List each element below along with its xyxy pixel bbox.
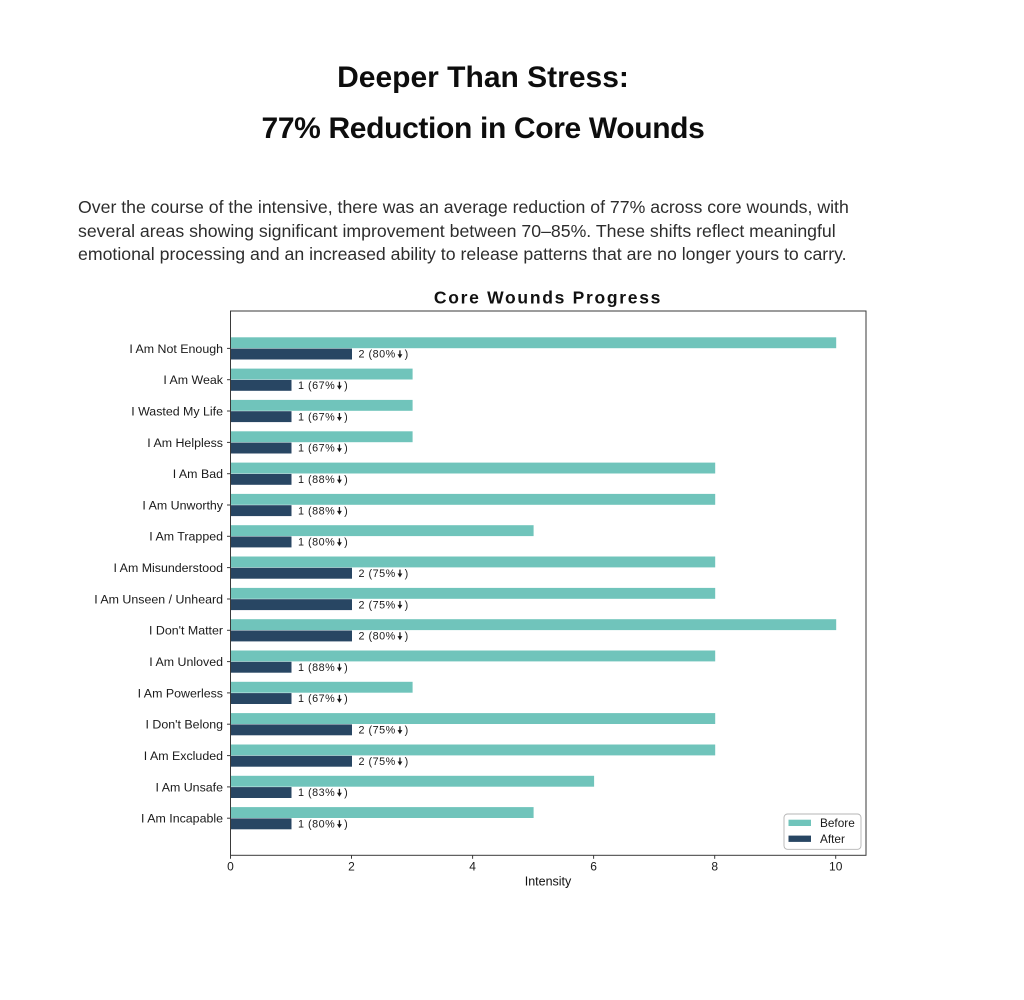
svg-text:I Am Unseen / Unheard: I Am Unseen / Unheard (94, 592, 223, 606)
svg-text:1 (80%: 1 (80% (298, 819, 335, 831)
svg-text:): ) (405, 756, 409, 768)
svg-text:1 (67%: 1 (67% (298, 380, 335, 392)
svg-text:I Am Unworthy: I Am Unworthy (142, 498, 223, 512)
svg-text:1 (67%: 1 (67% (298, 443, 335, 455)
svg-text:1 (88%: 1 (88% (298, 662, 335, 674)
svg-text:1 (67%: 1 (67% (298, 411, 335, 423)
svg-text:2 (75%: 2 (75% (359, 725, 396, 737)
svg-text:6: 6 (590, 860, 597, 874)
svg-text:): ) (344, 537, 348, 549)
svg-text:I Am Trapped: I Am Trapped (149, 530, 223, 544)
svg-text:I Am Unsafe: I Am Unsafe (156, 780, 224, 794)
svg-text:I Am Excluded: I Am Excluded (144, 749, 223, 763)
svg-text:): ) (344, 411, 348, 423)
svg-text:): ) (344, 443, 348, 455)
svg-text:): ) (405, 349, 409, 361)
svg-text:I Don't Belong: I Don't Belong (146, 718, 224, 732)
svg-text:I Am Misunderstood: I Am Misunderstood (113, 561, 223, 575)
svg-text:2 (80%: 2 (80% (359, 349, 396, 361)
svg-text:2 (75%: 2 (75% (359, 599, 396, 611)
svg-text:I Am Bad: I Am Bad (173, 467, 223, 481)
svg-text:I Don't Matter: I Don't Matter (149, 624, 223, 638)
svg-text:): ) (405, 631, 409, 643)
svg-text:): ) (405, 568, 409, 580)
svg-text:Before: Before (820, 816, 855, 830)
svg-text:1 (80%: 1 (80% (298, 537, 335, 549)
svg-text:1 (67%: 1 (67% (298, 693, 335, 705)
svg-text:2 (75%: 2 (75% (359, 756, 396, 768)
svg-text:): ) (344, 819, 348, 831)
svg-text:): ) (344, 474, 348, 486)
svg-text:1 (88%: 1 (88% (298, 474, 335, 486)
svg-text:1 (88%: 1 (88% (298, 505, 335, 517)
svg-text:I Am Weak: I Am Weak (163, 373, 223, 387)
svg-text:Core Wounds Progress: Core Wounds Progress (434, 288, 662, 308)
svg-text:2: 2 (348, 860, 355, 874)
svg-text:): ) (344, 505, 348, 517)
svg-text:Intensity: Intensity (525, 875, 572, 889)
svg-text:I Am Incapable: I Am Incapable (141, 812, 223, 826)
svg-text:After: After (820, 832, 845, 846)
svg-text:I Am Powerless: I Am Powerless (138, 686, 223, 700)
svg-text:8: 8 (711, 860, 718, 874)
svg-text:1 (83%: 1 (83% (298, 787, 335, 799)
svg-text:I Am Helpless: I Am Helpless (147, 436, 223, 450)
svg-text:I Am Unloved: I Am Unloved (149, 655, 223, 669)
svg-text:): ) (405, 725, 409, 737)
svg-text:): ) (344, 787, 348, 799)
svg-text:2 (75%: 2 (75% (359, 568, 396, 580)
svg-text:): ) (344, 662, 348, 674)
svg-text:I Wasted My Life: I Wasted My Life (131, 404, 223, 418)
svg-text:I Am Not Enough: I Am Not Enough (129, 342, 223, 356)
svg-text:): ) (344, 693, 348, 705)
svg-text:4: 4 (469, 860, 476, 874)
svg-text:2 (80%: 2 (80% (359, 631, 396, 643)
svg-text:): ) (405, 599, 409, 611)
svg-text:): ) (344, 380, 348, 392)
svg-text:10: 10 (829, 860, 843, 874)
svg-text:0: 0 (227, 860, 234, 874)
